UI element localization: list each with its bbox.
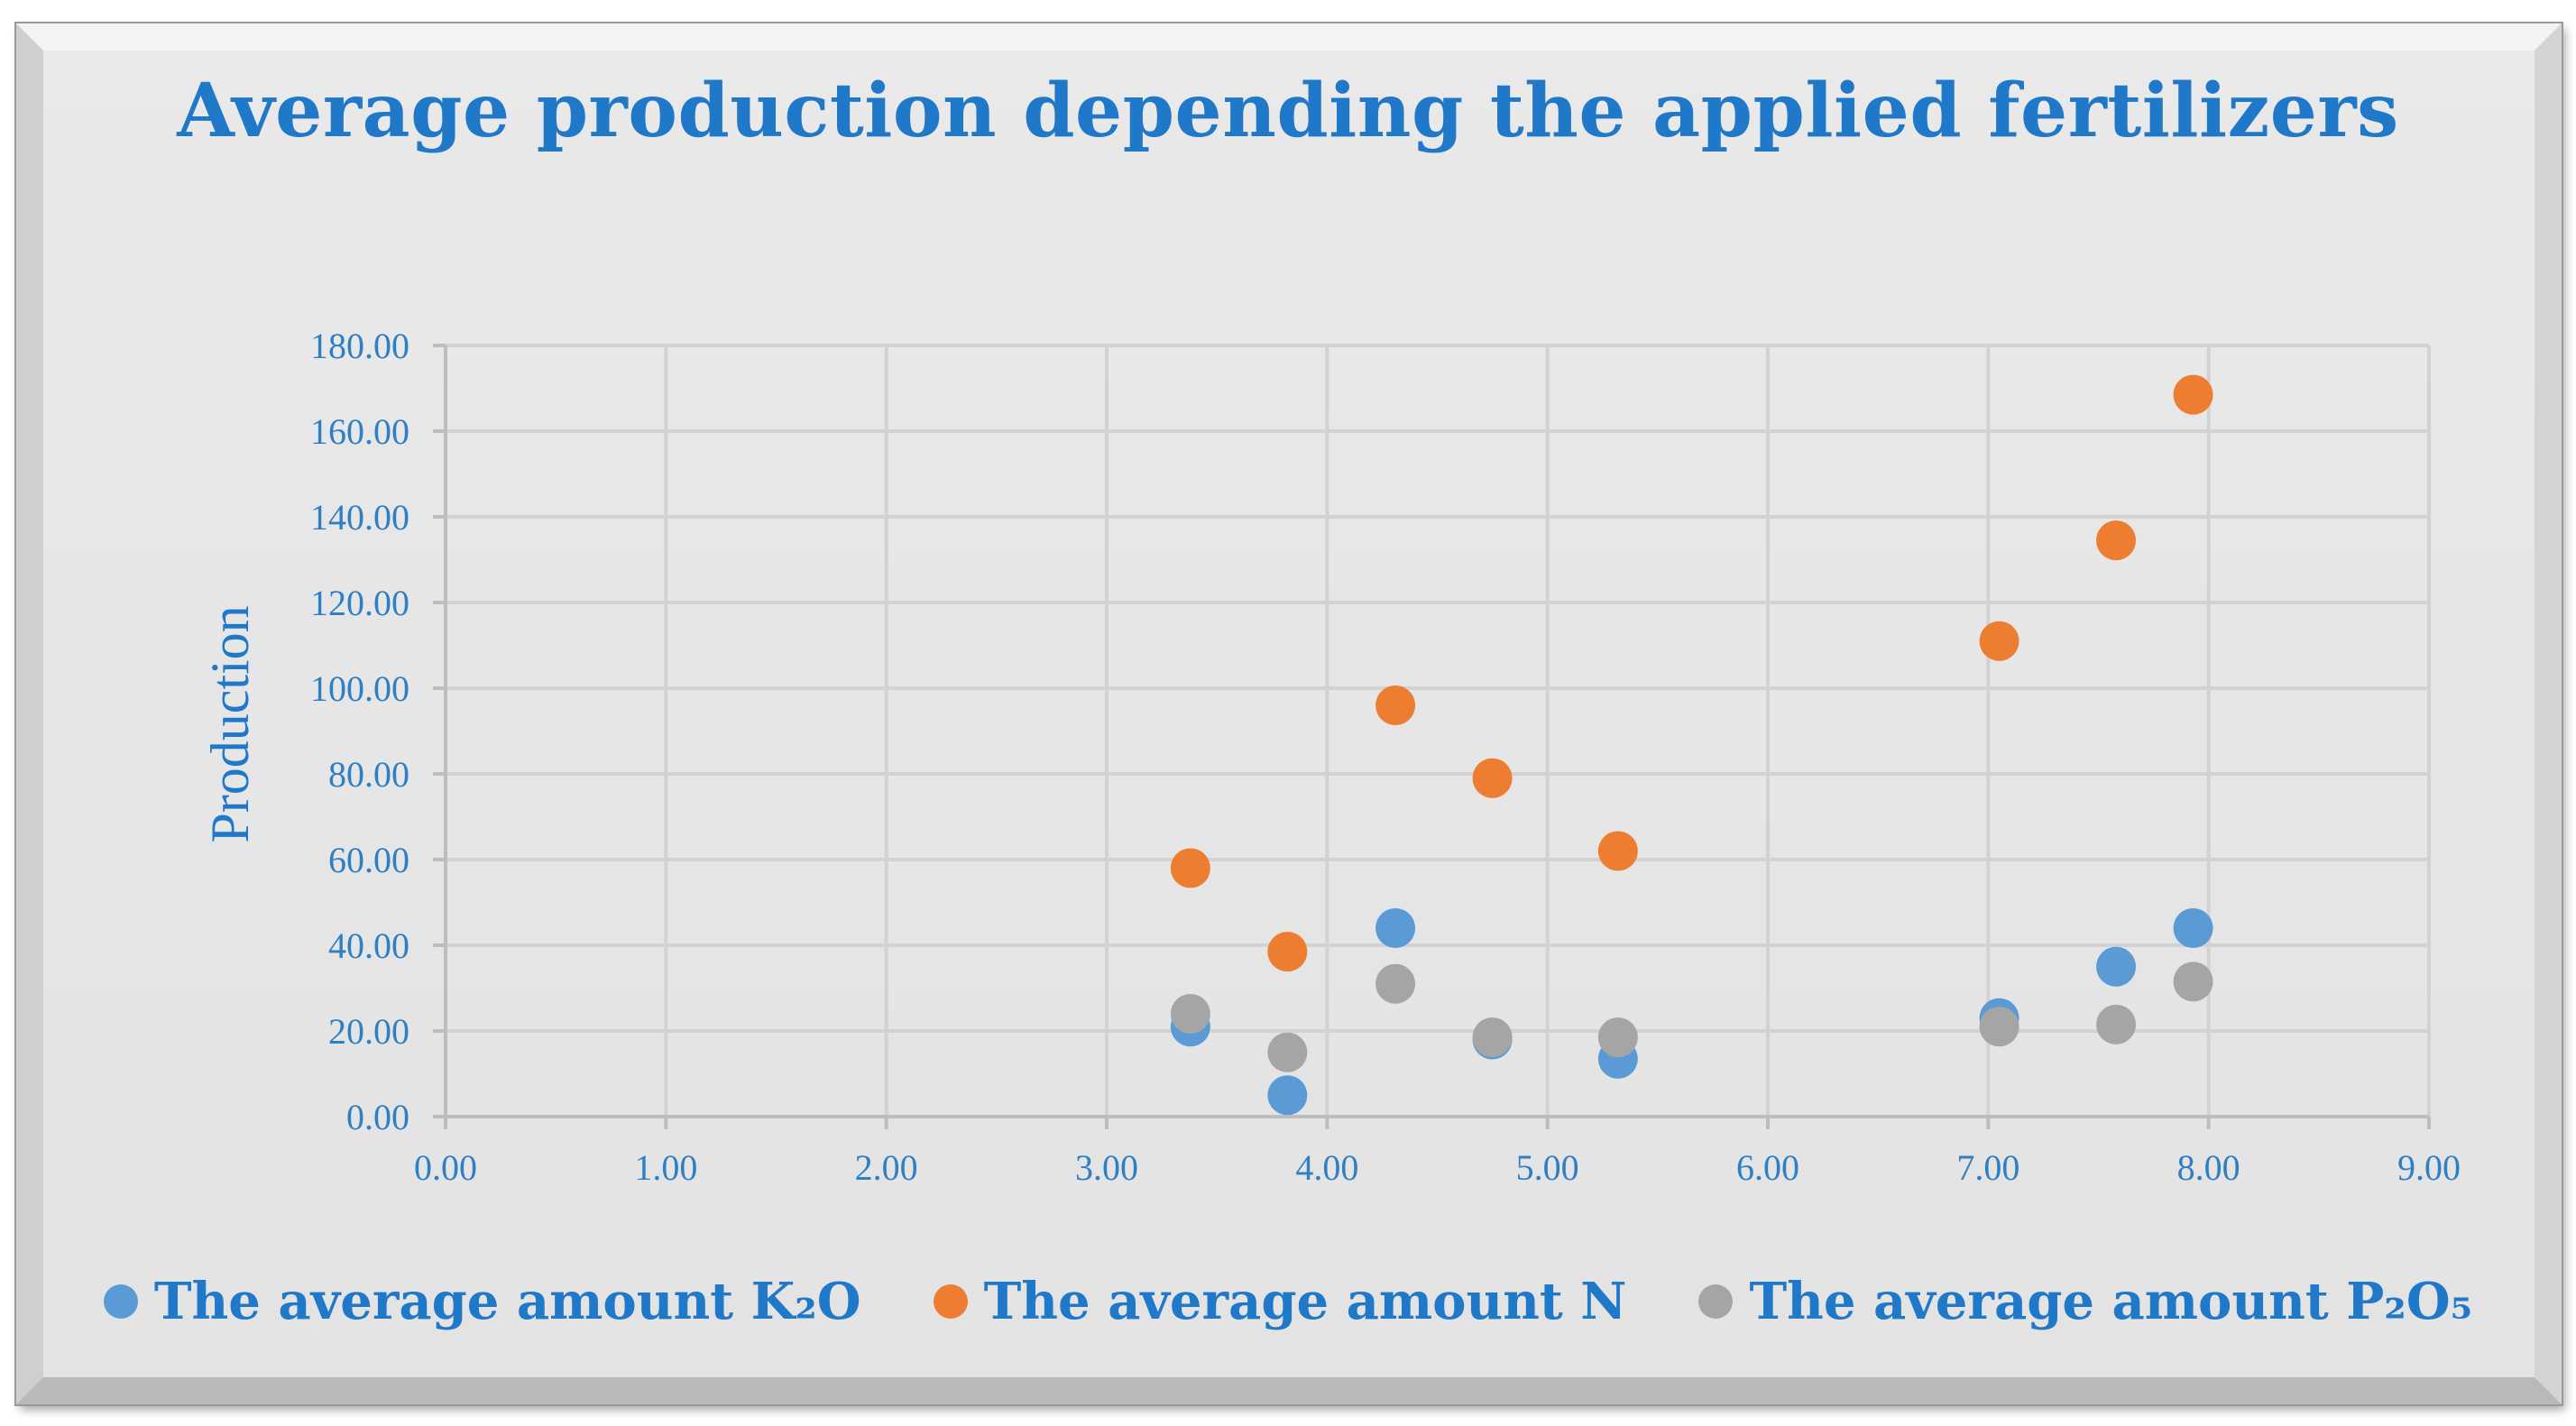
- y-tick-label: 80.00: [328, 754, 409, 795]
- y-tick-label: 0.00: [346, 1097, 409, 1137]
- legend-item-3: The average amount P₂O₅: [1698, 1272, 2472, 1331]
- data-point-series-3: [1979, 1007, 2019, 1047]
- legend-item-2: The average amount N: [933, 1272, 1627, 1331]
- data-point-series-2: [1597, 831, 1638, 871]
- chart-area: [43, 51, 2535, 1377]
- y-tick-label: 180.00: [310, 326, 409, 366]
- data-points: [1170, 374, 2213, 1116]
- data-point-series-2: [1375, 685, 1416, 725]
- data-point-series-1: [2173, 908, 2213, 948]
- data-point-series-2: [2173, 374, 2213, 415]
- legend-label: The average amount K₂O: [153, 1272, 861, 1331]
- y-tick-label: 160.00: [310, 411, 409, 452]
- axes: [433, 344, 2431, 1129]
- y-tick-label: 120.00: [310, 583, 409, 623]
- data-point-series-3: [1472, 1017, 1513, 1058]
- x-tick-label: 7.00: [1956, 1147, 2019, 1188]
- y-tick-label: 100.00: [310, 668, 409, 709]
- tick-labels: 0.00 20.00 40.00 60.00 80.00 100.00 120.00 140.…: [310, 326, 2461, 1188]
- x-tick-label: 6.00: [1736, 1147, 1799, 1188]
- x-tick-label: 5.00: [1516, 1147, 1579, 1188]
- legend: The average amount K₂O The average amount…: [0, 1272, 2576, 1331]
- legend-marker-icon: [933, 1284, 968, 1319]
- chart-frame: [16, 23, 2562, 1404]
- legend-label: The average amount P₂O₅: [1749, 1272, 2473, 1331]
- data-point-series-2: [1979, 621, 2019, 661]
- x-tick-label: 0.00: [414, 1147, 477, 1188]
- x-tick-label: 9.00: [2397, 1147, 2461, 1188]
- x-tick-label: 2.00: [855, 1147, 918, 1188]
- data-point-series-3: [2173, 961, 2213, 1002]
- chart-title: Average production depending the applied…: [177, 68, 2399, 154]
- x-tick-label: 8.00: [2177, 1147, 2240, 1188]
- grid-lines: [444, 344, 2431, 1118]
- legend-item-1: The average amount K₂O: [103, 1272, 861, 1331]
- data-point-series-3: [1597, 1017, 1638, 1058]
- data-point-series-2: [1267, 932, 1308, 972]
- legend-marker-icon: [1698, 1284, 1734, 1319]
- x-tick-label: 4.00: [1295, 1147, 1358, 1188]
- data-point-series-2: [1170, 848, 1210, 888]
- y-tick-label: 20.00: [328, 1011, 409, 1052]
- data-point-series-3: [1170, 994, 1210, 1034]
- y-tick-label: 40.00: [328, 925, 409, 966]
- data-point-series-1: [2096, 946, 2137, 987]
- y-axis-label: Production: [200, 605, 260, 842]
- data-point-series-3: [1267, 1032, 1308, 1072]
- data-point-series-3: [2096, 1004, 2137, 1044]
- data-point-series-1: [1375, 908, 1416, 948]
- data-point-series-3: [1375, 963, 1416, 1004]
- x-tick-label: 1.00: [634, 1147, 697, 1188]
- y-tick-label: 140.00: [310, 497, 409, 538]
- data-point-series-2: [2096, 520, 2137, 561]
- y-tick-label: 60.00: [328, 840, 409, 880]
- data-point-series-1: [1267, 1075, 1308, 1116]
- data-point-series-2: [1472, 758, 1513, 798]
- legend-marker-icon: [103, 1284, 138, 1319]
- legend-label: The average amount N: [983, 1272, 1627, 1331]
- x-tick-label: 3.00: [1075, 1147, 1138, 1188]
